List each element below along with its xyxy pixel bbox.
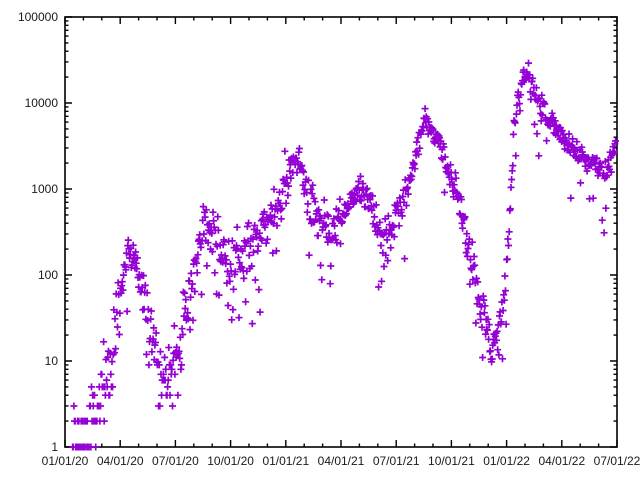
x-tick-label: 07/01/22 bbox=[594, 454, 640, 468]
x-tick-label: 07/01/21 bbox=[373, 454, 420, 468]
plot-border bbox=[64, 16, 618, 448]
x-tick-label: 04/01/21 bbox=[318, 454, 365, 468]
x-tick-label: 01/01/22 bbox=[483, 454, 530, 468]
x-tick-label: 04/01/22 bbox=[538, 454, 585, 468]
y-tick-label: 1 bbox=[51, 440, 58, 454]
x-tick-label: 01/01/20 bbox=[42, 454, 89, 468]
x-tick-label: 01/01/21 bbox=[262, 454, 309, 468]
y-tick-label: 100 bbox=[38, 268, 58, 282]
y-tick-label: 10 bbox=[45, 354, 59, 368]
data-points bbox=[69, 59, 619, 451]
x-tick-label: 10/01/20 bbox=[207, 454, 254, 468]
x-tick-label: 04/01/20 bbox=[97, 454, 144, 468]
x-tick-label: 07/01/20 bbox=[152, 454, 199, 468]
x-tick-label: 10/01/21 bbox=[428, 454, 475, 468]
y-tick-label: 10000 bbox=[25, 96, 59, 110]
y-tick-label: 100000 bbox=[18, 10, 58, 24]
y-tick-label: 1000 bbox=[31, 182, 58, 196]
